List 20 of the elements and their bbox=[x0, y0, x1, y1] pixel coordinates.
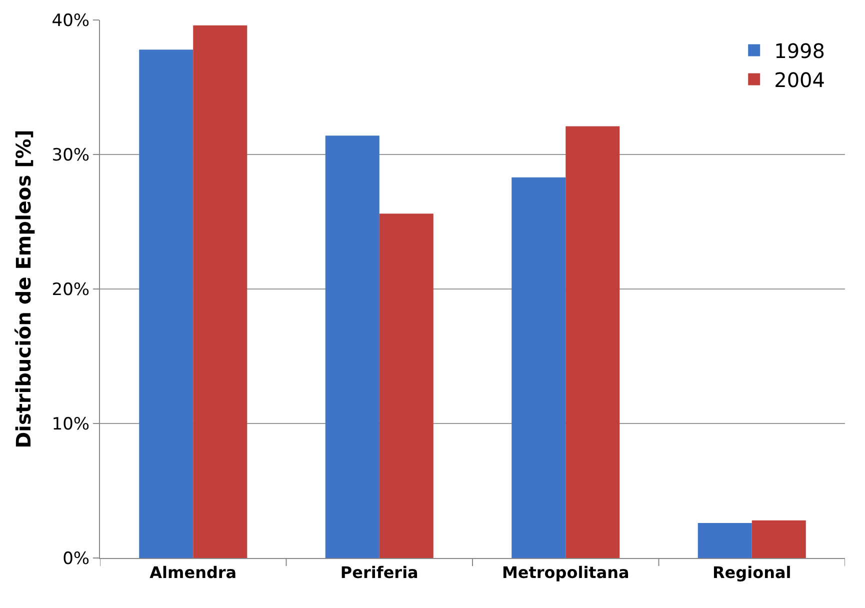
bar bbox=[566, 126, 620, 558]
y-tick-label: 20% bbox=[52, 280, 90, 300]
y-axis-title: Distribución de Empleos [%] bbox=[11, 130, 36, 448]
y-tick-label: 40% bbox=[52, 10, 90, 31]
y-tick-label: 10% bbox=[52, 414, 90, 434]
bar bbox=[379, 214, 434, 558]
y-tick-label: 0% bbox=[62, 548, 90, 569]
bar bbox=[512, 177, 566, 558]
y-tick-label: 30% bbox=[52, 145, 90, 166]
x-tick-label: Almendra bbox=[150, 563, 237, 582]
x-tick-label: Periferia bbox=[340, 563, 418, 582]
x-tick-label: Regional bbox=[712, 563, 792, 582]
bar bbox=[193, 25, 248, 558]
legend-label: 1998 bbox=[774, 39, 826, 64]
bar bbox=[139, 50, 194, 558]
bar bbox=[698, 523, 752, 558]
x-tick-label: Metropolitana bbox=[502, 563, 630, 582]
bar bbox=[325, 136, 380, 558]
bar bbox=[752, 520, 806, 558]
legend-label: 2004 bbox=[774, 68, 826, 92]
